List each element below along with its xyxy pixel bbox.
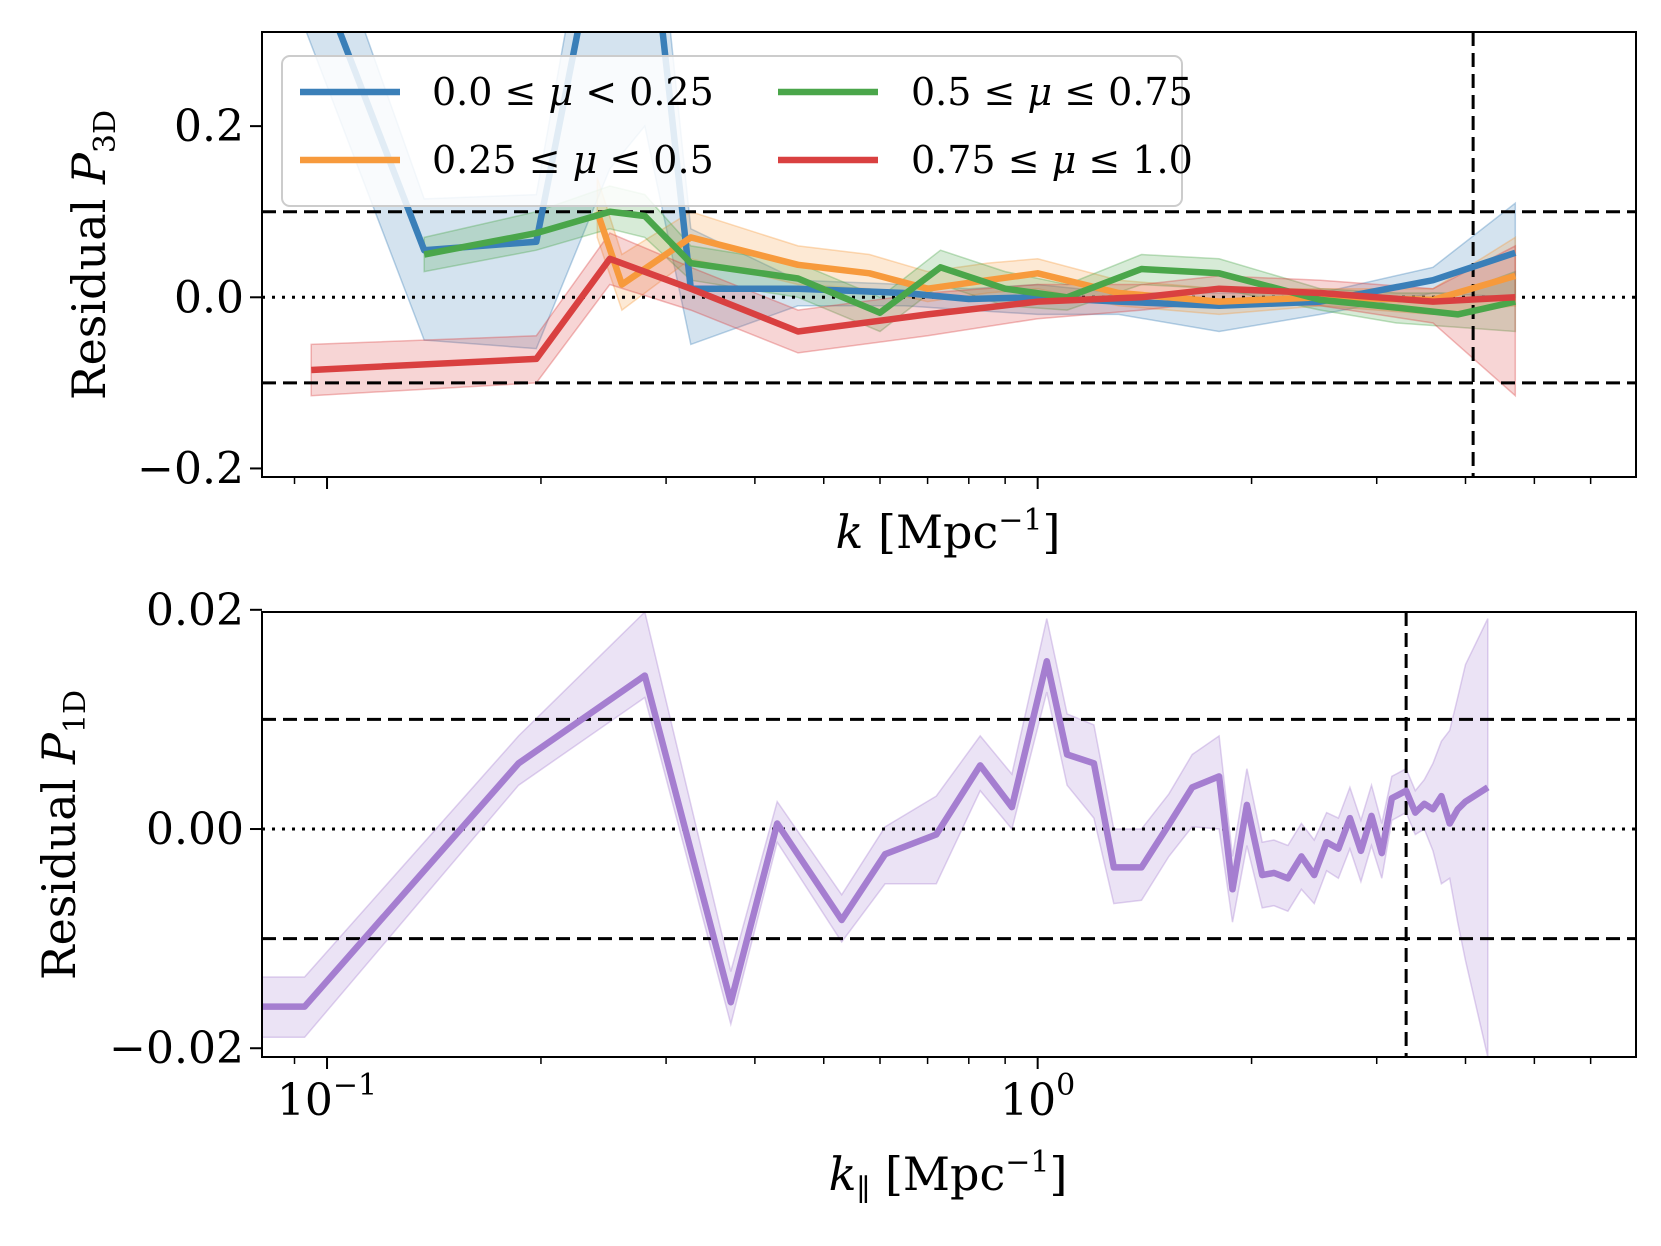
- legend-box: [281, 55, 1183, 207]
- top-ytick-label-1: 0.0: [174, 272, 244, 323]
- top-reference-lines: [262, 32, 1636, 477]
- bottom-reference-lines: [262, 612, 1636, 1057]
- top-line-series-2: [423, 208, 1517, 318]
- bottom-axis-ticks: −0.02 0.00 0.02 10−1 100: [109, 585, 1592, 1126]
- bottom-band-series-0: [262, 612, 1489, 1057]
- top-ytick-label-2: 0.2: [174, 101, 244, 152]
- top-axes-frame: [261, 31, 1637, 478]
- bottom-axes-frame: [261, 611, 1637, 1058]
- bottom-ytick-label-2: 0.02: [146, 585, 244, 636]
- bottom-error-bands: [262, 612, 1489, 1057]
- top-y-axis-label: Residual P3D: [62, 110, 123, 400]
- bottom-ytick-label-0: −0.02: [109, 1023, 244, 1074]
- top-axis-ticks: −0.2 0.0 0.2: [137, 101, 1592, 494]
- bottom-ytick-label-1: 0.00: [146, 804, 244, 855]
- top-x-axis-label: k [Mpc−1]: [836, 503, 1061, 559]
- bottom-xtick-label-0: 10−1: [277, 1068, 377, 1126]
- legend-label-1: 0.25 ≤ μ ≤ 0.5: [432, 138, 714, 182]
- legend-label-3: 0.75 ≤ μ ≤ 1.0: [911, 138, 1193, 182]
- bottom-xtick-label-1: 100: [1000, 1068, 1075, 1126]
- legend-label-2: 0.5 ≤ μ ≤ 0.75: [911, 70, 1193, 114]
- top-ytick-label-0: −0.2: [137, 443, 244, 494]
- bottom-panel: −0.02 0.00 0.02 10−1 100 Residual P1D k∥ [Mp…: [32, 585, 1637, 1208]
- top-series-lines: [311, 32, 1517, 374]
- legend-label-0: 0.0 ≤ μ < 0.25: [432, 70, 714, 114]
- bottom-line-series-0: [262, 658, 1490, 1010]
- legend: 0.0 ≤ μ < 0.25 0.25 ≤ μ ≤ 0.5 0.5 ≤ μ ≤ 0.…: [281, 55, 1193, 207]
- bottom-x-axis-label: k∥ [Mpc−1]: [829, 1145, 1068, 1208]
- bottom-series-lines: [262, 658, 1490, 1010]
- top-panel: −0.20.00.2 0.0 ≤ μ < 0.250.25 ≤ μ ≤ 0.50…: [62, 31, 1637, 559]
- bottom-y-axis-label: Residual P1D: [32, 690, 93, 980]
- top-line-series-3: [311, 255, 1516, 374]
